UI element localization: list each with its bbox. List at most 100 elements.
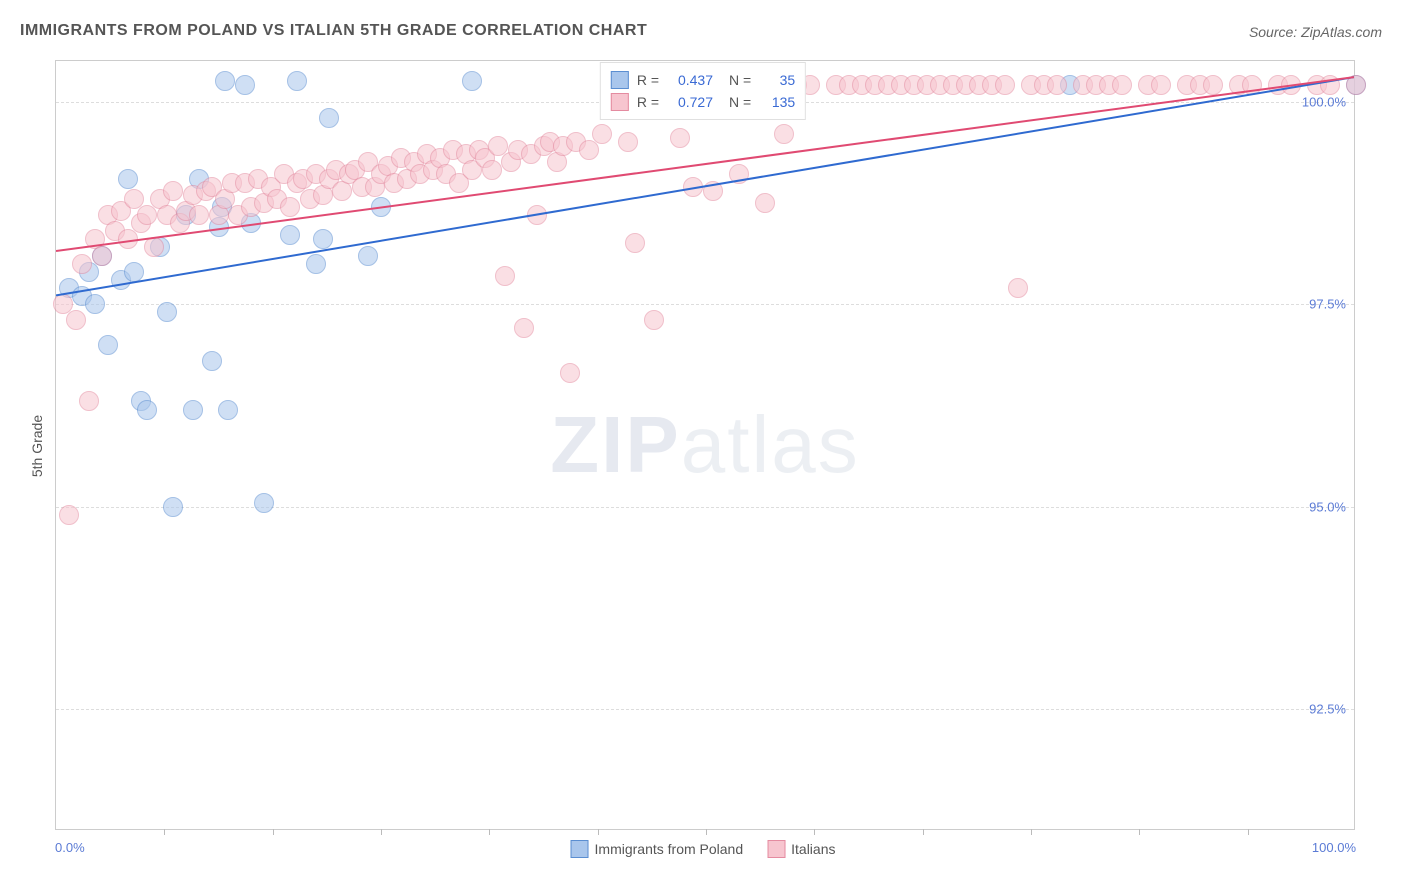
data-point-italians	[482, 160, 502, 180]
legend-swatch	[571, 840, 589, 858]
data-point-poland	[157, 302, 177, 322]
n-label: N =	[729, 69, 751, 91]
data-point-poland	[371, 197, 391, 217]
x-tick-minor	[1139, 829, 1140, 835]
data-point-poland	[218, 400, 238, 420]
r-value: 0.727	[667, 91, 713, 113]
x-tick-minor	[273, 829, 274, 835]
y-tick-label: 95.0%	[1309, 499, 1346, 514]
data-point-italians	[729, 164, 749, 184]
data-point-poland	[287, 71, 307, 91]
data-point-poland	[254, 493, 274, 513]
correlation-legend: R =0.437N =35R =0.727N =135	[600, 62, 806, 120]
data-point-poland	[319, 108, 339, 128]
x-tick-minor	[1248, 829, 1249, 835]
data-point-italians	[683, 177, 703, 197]
data-point-italians	[495, 266, 515, 286]
data-point-poland	[85, 294, 105, 314]
plot-area: ZIPatlas 100.0% 97.5% 95.0% 92.5%	[55, 60, 1355, 830]
data-point-poland	[98, 335, 118, 355]
data-point-poland	[124, 262, 144, 282]
data-point-italians	[72, 254, 92, 274]
data-point-italians	[703, 181, 723, 201]
data-point-poland	[358, 246, 378, 266]
y-tick-label: 97.5%	[1309, 297, 1346, 312]
data-point-poland	[280, 225, 300, 245]
legend-label: Immigrants from Poland	[595, 841, 744, 857]
legend-row: R =0.727N =135	[611, 91, 795, 113]
series-legend: Immigrants from Poland Italians	[571, 840, 836, 858]
grid-line	[56, 709, 1354, 710]
data-point-italians	[579, 140, 599, 160]
x-tick-minor	[164, 829, 165, 835]
grid-line	[56, 507, 1354, 508]
x-tick-minor	[381, 829, 382, 835]
chart-title: IMMIGRANTS FROM POLAND VS ITALIAN 5TH GR…	[20, 22, 647, 40]
legend-swatch	[767, 840, 785, 858]
data-point-poland	[202, 351, 222, 371]
data-point-italians	[92, 246, 112, 266]
data-point-poland	[235, 75, 255, 95]
data-point-poland	[313, 229, 333, 249]
data-point-italians	[1242, 75, 1262, 95]
data-point-italians	[1047, 75, 1067, 95]
data-point-poland	[183, 400, 203, 420]
x-tick-minor	[598, 829, 599, 835]
x-tick-max: 100.0%	[1312, 840, 1356, 855]
data-point-italians	[79, 391, 99, 411]
y-tick-label: 100.0%	[1302, 94, 1346, 109]
data-point-italians	[137, 205, 157, 225]
data-point-italians	[1112, 75, 1132, 95]
legend-label: Italians	[791, 841, 835, 857]
n-label: N =	[729, 91, 751, 113]
data-point-italians	[670, 128, 690, 148]
data-point-italians	[1320, 75, 1340, 95]
data-point-italians	[1008, 278, 1028, 298]
data-point-italians	[527, 205, 547, 225]
x-tick-minor	[1031, 829, 1032, 835]
data-point-italians	[644, 310, 664, 330]
data-point-italians	[118, 229, 138, 249]
data-point-italians	[995, 75, 1015, 95]
y-axis-label: 5th Grade	[29, 415, 45, 477]
data-point-italians	[560, 363, 580, 383]
data-point-italians	[618, 132, 638, 152]
data-point-italians	[189, 205, 209, 225]
x-tick-minor	[814, 829, 815, 835]
data-point-italians	[1151, 75, 1171, 95]
x-tick-minor	[923, 829, 924, 835]
x-tick-minor	[489, 829, 490, 835]
data-point-italians	[1346, 75, 1366, 95]
data-point-italians	[1281, 75, 1301, 95]
data-point-poland	[215, 71, 235, 91]
legend-swatch	[611, 93, 629, 111]
data-point-italians	[280, 197, 300, 217]
data-point-italians	[514, 318, 534, 338]
legend-item: Immigrants from Poland	[571, 840, 744, 858]
x-tick-min: 0.0%	[55, 840, 85, 855]
x-tick-minor	[706, 829, 707, 835]
data-point-poland	[163, 497, 183, 517]
legend-item: Italians	[767, 840, 835, 858]
grid-line	[56, 304, 1354, 305]
legend-row: R =0.437N =35	[611, 69, 795, 91]
data-point-italians	[66, 310, 86, 330]
data-point-poland	[137, 400, 157, 420]
chart-container: IMMIGRANTS FROM POLAND VS ITALIAN 5TH GR…	[0, 0, 1406, 892]
data-point-italians	[592, 124, 612, 144]
data-point-italians	[755, 193, 775, 213]
r-label: R =	[637, 69, 659, 91]
data-point-italians	[625, 233, 645, 253]
data-point-poland	[462, 71, 482, 91]
data-point-italians	[1203, 75, 1223, 95]
n-value: 35	[759, 69, 795, 91]
data-point-poland	[118, 169, 138, 189]
r-label: R =	[637, 91, 659, 113]
watermark: ZIPatlas	[550, 399, 859, 491]
source-label: Source: ZipAtlas.com	[1249, 24, 1382, 40]
data-point-italians	[163, 181, 183, 201]
legend-swatch	[611, 71, 629, 89]
data-point-poland	[306, 254, 326, 274]
y-tick-label: 92.5%	[1309, 702, 1346, 717]
data-point-italians	[59, 505, 79, 525]
